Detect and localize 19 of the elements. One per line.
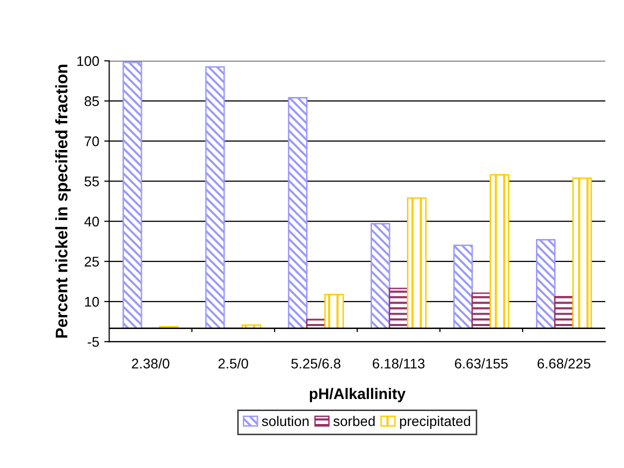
x-tick-label: 6.68/225 [538, 358, 590, 369]
x-tick-label: 2.5/0 [218, 358, 248, 369]
y-tick-label: 70 [84, 136, 99, 146]
x-tick-label: 6.63/155 [454, 358, 508, 369]
y-tick-label: 25 [84, 256, 99, 267]
legend-label: sorbed [333, 416, 375, 426]
x-tick-label: 5.25/6.8 [291, 358, 340, 369]
y-tick-label: 55 [84, 176, 99, 186]
x-axis-title: pH/Alkallinity [310, 388, 406, 402]
x-tick-label: 2.38/0 [132, 358, 170, 369]
legend-label: precipitated [400, 416, 470, 429]
y-tick-label: 10 [85, 296, 99, 307]
y-tick-label: 85 [84, 96, 99, 106]
legend-label: solution [262, 416, 309, 426]
y-axis-title: Percent nickel in specified fraction [55, 64, 71, 338]
y-tick-label: -5 [88, 337, 99, 347]
y-tick-label: 40 [84, 216, 99, 226]
y-tick-label: 100 [77, 56, 99, 66]
x-tick-label: 6.18/113 [372, 358, 424, 369]
